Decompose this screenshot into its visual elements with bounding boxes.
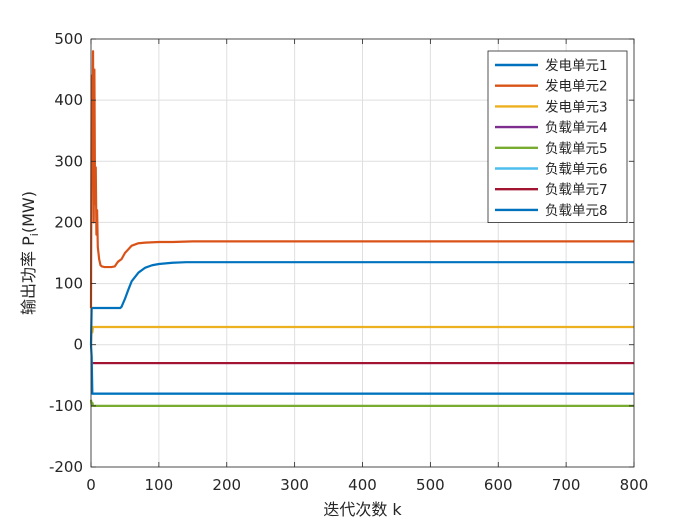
x-tick-label: 600: [484, 476, 513, 494]
y-axis-label-main: 输出功率 P: [19, 236, 38, 315]
legend-entry-label: 负载单元5: [545, 141, 608, 157]
x-tick-label: 0: [86, 476, 96, 494]
x-tick-label: 300: [280, 476, 309, 494]
y-tick-label: 0: [73, 336, 83, 354]
y-tick-label: 100: [54, 275, 83, 293]
y-tick-label: 200: [54, 213, 83, 231]
legend-entry-label: 负载单元4: [545, 120, 608, 136]
series-line-2: [89, 50, 634, 309]
y-axis-label-unit: (MW): [19, 191, 38, 233]
y-tick-label: -200: [49, 458, 83, 476]
legend-entry-label: 负载单元8: [545, 203, 608, 219]
x-axis-label: 迭代次数 k: [323, 500, 402, 519]
series-line-8: [89, 344, 634, 395]
x-tick-label: 800: [620, 476, 649, 494]
x-tick-label: 200: [212, 476, 241, 494]
y-tick-label: 500: [54, 30, 83, 48]
y-axis-label-subscript: i: [28, 233, 41, 236]
y-axis-label: 输出功率 Pi(MW): [19, 191, 41, 315]
y-tick-label: 400: [54, 91, 83, 109]
x-tick-label: 700: [552, 476, 581, 494]
y-tick-label: -100: [49, 397, 83, 415]
legend-entry-label: 负载单元7: [545, 182, 608, 198]
legend: 发电单元1 发电单元2 发电单元3 负载单元4 负载单元5 负载单元6 负载单元7 负载单元8: [487, 50, 628, 224]
x-tick-label: 100: [145, 476, 174, 494]
legend-box: [487, 50, 628, 224]
legend-entry-label: 发电单元2: [545, 79, 608, 95]
x-tick-label: 500: [416, 476, 445, 494]
series-line-1: [89, 261, 634, 345]
series-line-5: [89, 399, 634, 407]
legend-entry-label: 发电单元3: [545, 99, 608, 115]
legend-entry-label: 发电单元1: [545, 58, 608, 74]
axis-ticks: 0 100 200 300 400 500 600 700 800 -200 -100 0 100 200…: [49, 30, 648, 494]
x-tick-label: 400: [348, 476, 377, 494]
legend-entry-label: 负载单元6: [545, 162, 608, 178]
y-tick-label: 300: [54, 152, 83, 170]
